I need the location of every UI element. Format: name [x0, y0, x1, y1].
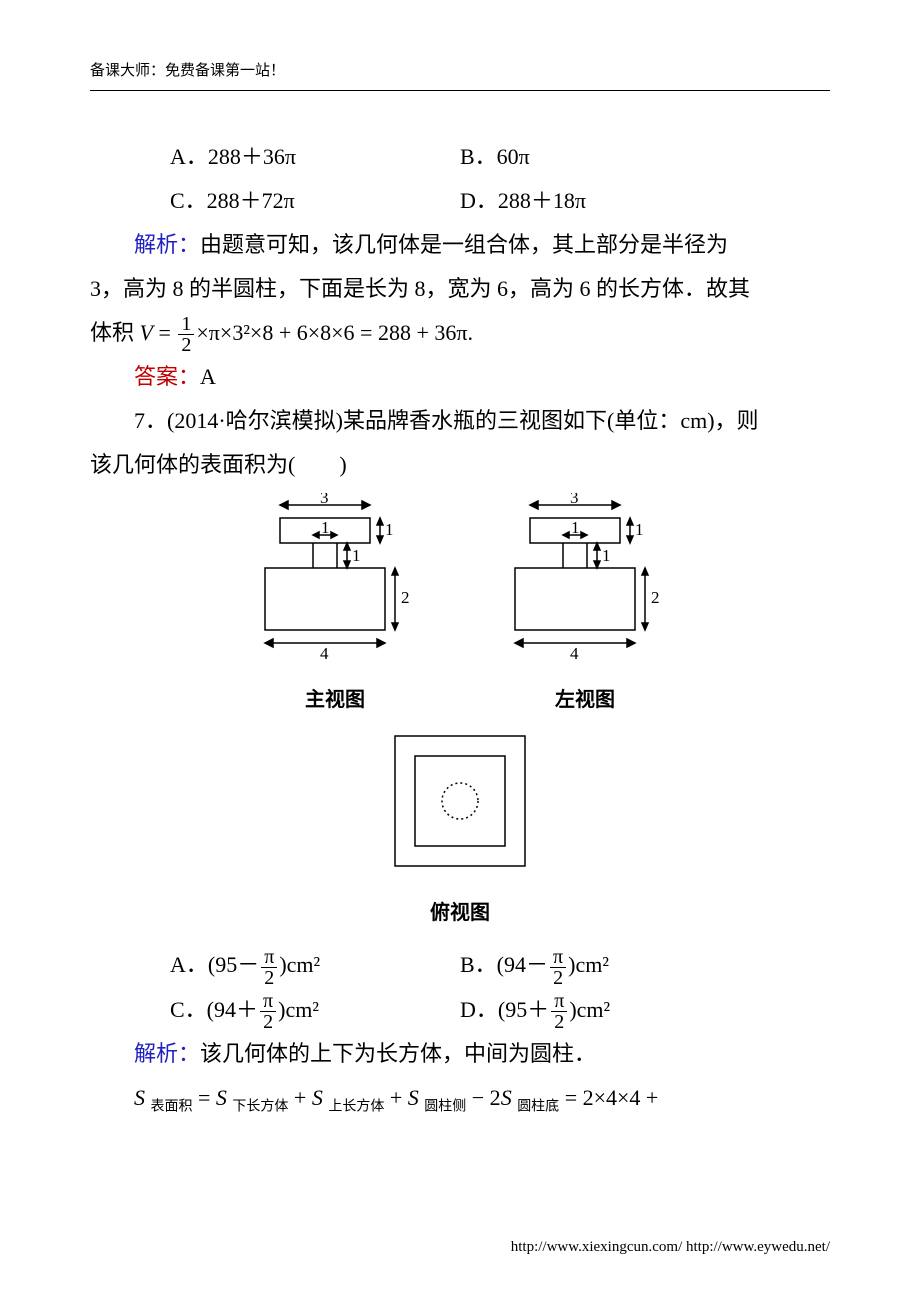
answer-label: 答案： — [134, 364, 200, 389]
opt-c-post: )cm² — [278, 997, 319, 1022]
eq1: = — [153, 320, 176, 345]
dim-top-h-side: 1 — [635, 520, 644, 539]
pi-num-a: π — [261, 947, 277, 968]
opt-a-pre: A．(95－ — [170, 952, 259, 977]
q6-analysis-text1: 由题意可知，该几何体是一组合体，其上部分是半径为 — [200, 232, 728, 257]
three-views-diagram: 3 1 1 1 — [90, 493, 830, 933]
q6-option-a: A．288＋36π — [170, 135, 460, 179]
frac-pi2-d: π2 — [551, 991, 567, 1032]
q7-option-d: D．(95＋π2)cm² — [460, 988, 830, 1032]
q6-analysis-line1: 解析：由题意可知，该几何体是一组合体，其上部分是半径为 — [90, 223, 830, 267]
q7-option-c: C．(94＋π2)cm² — [170, 988, 460, 1032]
pi-den-c: 2 — [260, 1012, 276, 1032]
eq-sign: = — [193, 1085, 216, 1110]
opt-b-post: )cm² — [568, 952, 609, 977]
frac-pi2-a: π2 — [261, 947, 277, 988]
page-footer: http://www.xiexingcun.com/ http://www.ey… — [511, 1232, 830, 1262]
pi-den-d: 2 — [551, 1012, 567, 1032]
s-sub-4: 圆柱侧 — [424, 1100, 466, 1115]
q6-option-d: D．288＋18π — [460, 179, 830, 223]
opt-d-post: )cm² — [569, 997, 610, 1022]
q7-stem-line2: 该几何体的表面积为( ) — [90, 443, 830, 487]
pi-num-d: π — [551, 991, 567, 1012]
front-view-block: 3 1 1 1 — [235, 493, 435, 720]
q6-analysis-line2: 3，高为 8 的半圆柱，下面是长为 8，宽为 6，高为 6 的长方体．故其 — [90, 267, 830, 311]
top-view-block: 俯视图 — [380, 726, 540, 933]
q6-answer-line: 答案：A — [90, 355, 830, 399]
q7-option-b: B．(94－π2)cm² — [460, 943, 830, 987]
eq2: ×π×3²×8 + 6×8×6 = 288 + 36π. — [196, 320, 473, 345]
q6-analysis-line3: 体积 V = 12×π×3²×8 + 6×8×6 = 288 + 36π. — [90, 311, 830, 355]
frac-pi2-b: π2 — [550, 947, 566, 988]
pi-num-c: π — [260, 991, 276, 1012]
opt-b-pre: B．(94－ — [460, 952, 548, 977]
q7-analysis-text: 该几何体的上下为长方体，中间为圆柱． — [200, 1041, 596, 1066]
q7-source: (2014·哈尔滨模拟) — [167, 408, 343, 433]
q7-stem-line1: 7．(2014·哈尔滨模拟)某品牌香水瓶的三视图如下(单位：cm)，则 — [90, 399, 830, 443]
front-view-label: 主视图 — [235, 680, 435, 720]
dim-body-h-side: 2 — [651, 588, 660, 607]
plus-1: + — [288, 1085, 311, 1110]
q7-surface-equation: S 表面积 = S 下长方体 + S 上长方体 + S 圆柱侧 − 2S 圆柱底… — [90, 1076, 830, 1121]
side-view-svg: 3 1 1 1 — [485, 493, 685, 663]
opt-a-post: )cm² — [279, 952, 320, 977]
frac-num: 1 — [178, 314, 194, 335]
dim-body-w-side: 4 — [570, 644, 579, 663]
s-symbol-5: S — [501, 1085, 518, 1110]
s-sub-3: 上长方体 — [328, 1100, 384, 1115]
dim-top-w: 3 — [320, 493, 329, 507]
fraction-half: 12 — [178, 314, 194, 355]
side-view-label: 左视图 — [485, 680, 685, 720]
v-symbol: V — [140, 320, 153, 345]
q7-stem1: 某品牌香水瓶的三视图如下(单位：cm)，则 — [343, 408, 759, 433]
s-sub-1: 表面积 — [151, 1100, 193, 1115]
dim-body-h: 2 — [401, 588, 410, 607]
top-view-svg — [380, 726, 540, 876]
dim-body-w: 4 — [320, 644, 329, 663]
opt-c-pre: C．(94＋ — [170, 997, 258, 1022]
frac-pi2-c: π2 — [260, 991, 276, 1032]
dim-neck-h-side: 1 — [602, 546, 611, 565]
after-eq: = 2×4×4 + — [559, 1085, 658, 1110]
top-view-label: 俯视图 — [380, 893, 540, 933]
dim-inner-w: 1 — [321, 518, 330, 537]
dim-inner-w-side: 1 — [571, 518, 580, 537]
page-header: 备课大师：免费备课第一站！ — [90, 56, 830, 91]
s-sub-2: 下长方体 — [232, 1100, 288, 1115]
s-symbol-1: S — [134, 1085, 151, 1110]
minus-1: − 2 — [466, 1085, 500, 1110]
q6-option-b: B．60π — [460, 135, 830, 179]
pi-num-b: π — [550, 947, 566, 968]
pi-den-b: 2 — [550, 968, 566, 988]
s-symbol-4: S — [408, 1085, 425, 1110]
opt-d-pre: D．(95＋ — [460, 997, 549, 1022]
pi-den-a: 2 — [261, 968, 277, 988]
q7-analysis-label: 解析： — [134, 1041, 200, 1066]
frac-den: 2 — [178, 335, 194, 355]
q6-option-c: C．288＋72π — [170, 179, 460, 223]
dim-top-w-side: 3 — [570, 493, 579, 507]
analysis-label: 解析： — [134, 232, 200, 257]
q7-analysis-line1: 解析：该几何体的上下为长方体，中间为圆柱． — [90, 1032, 830, 1076]
dim-neck-h: 1 — [352, 546, 361, 565]
s-sub-5: 圆柱底 — [517, 1100, 559, 1115]
dim-top-h: 1 — [385, 520, 394, 539]
front-view-svg: 3 1 1 1 — [235, 493, 435, 663]
q7-number: 7． — [134, 408, 167, 433]
s-symbol-2: S — [216, 1085, 233, 1110]
q6-answer: A — [200, 364, 216, 389]
side-view-block: 3 1 1 1 — [485, 493, 685, 720]
s-symbol-3: S — [312, 1085, 329, 1110]
volume-prefix: 体积 — [90, 320, 140, 345]
plus-2: + — [384, 1085, 407, 1110]
q7-option-a: A．(95－π2)cm² — [170, 943, 460, 987]
